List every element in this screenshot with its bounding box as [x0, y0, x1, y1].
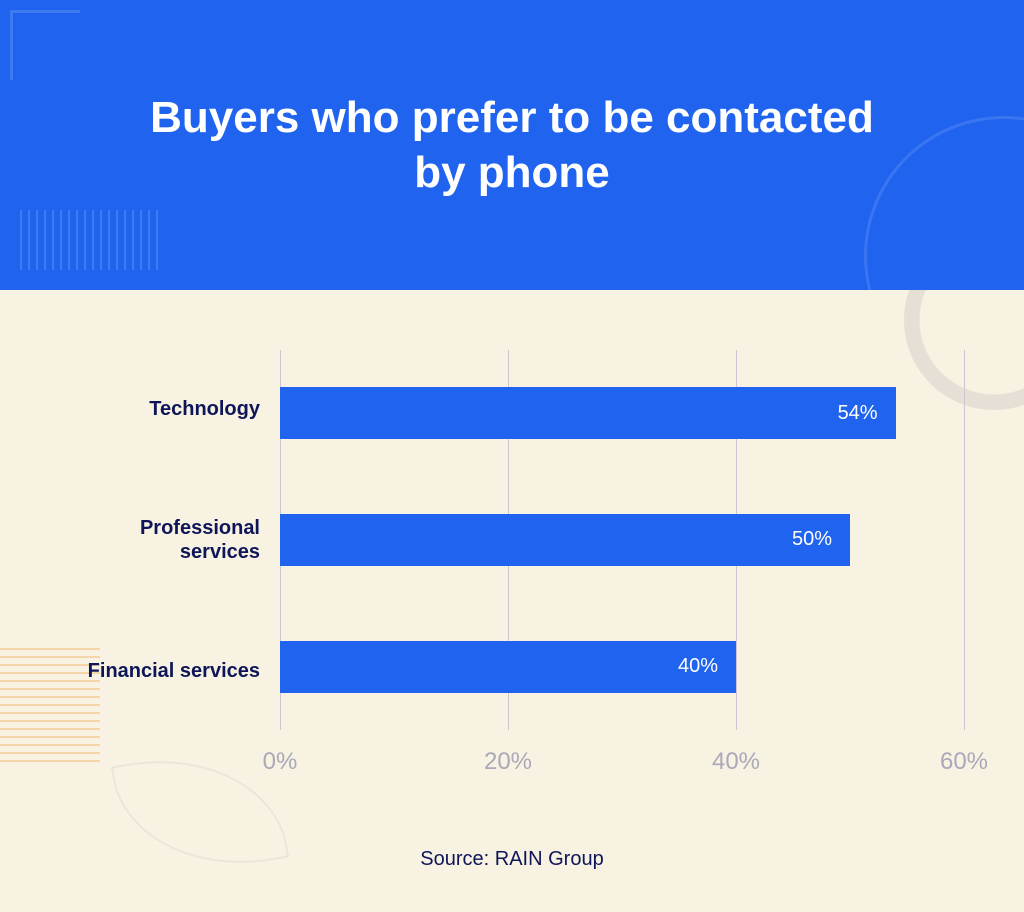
gridline-3	[964, 350, 965, 730]
plot-area: 54% 50% 40%	[280, 350, 964, 730]
bars-container: 54% 50% 40%	[280, 350, 964, 730]
category-labels-column: Technology Professional services Financi…	[60, 350, 280, 730]
bar-financial-services: 40%	[280, 641, 736, 693]
x-tick: 60%	[940, 748, 988, 776]
category-label: Professional services	[60, 516, 260, 564]
chart-body: Technology Professional services Financi…	[0, 290, 1024, 912]
category-label: Financial services	[60, 659, 260, 683]
category-label: Technology	[60, 397, 260, 421]
bar-value-label: 50%	[792, 528, 832, 551]
chart-header: Buyers who prefer to be contacted by pho…	[0, 0, 1024, 290]
bar-value-label: 40%	[678, 655, 718, 678]
bar-technology: 54%	[280, 387, 896, 439]
chart-area: Technology Professional services Financi…	[60, 350, 964, 730]
x-tick: 0%	[263, 748, 298, 776]
header-decoration-lines	[20, 210, 160, 270]
bar-value-label: 54%	[838, 402, 878, 425]
bar-professional-services: 50%	[280, 514, 850, 566]
x-tick: 20%	[484, 748, 532, 776]
header-decoration-bracket	[10, 10, 80, 80]
x-axis-ticks: 0% 20% 40% 60%	[280, 748, 964, 778]
chart-title: Buyers who prefer to be contacted by pho…	[132, 90, 892, 200]
x-tick: 40%	[712, 748, 760, 776]
